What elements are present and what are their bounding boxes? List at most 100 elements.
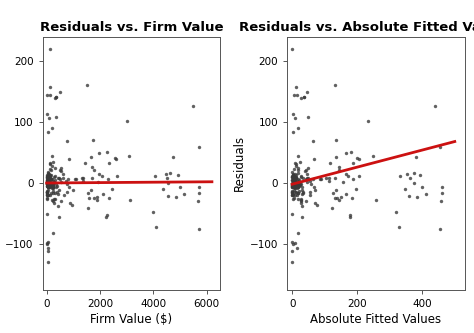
Point bbox=[111, 155, 118, 160]
Point bbox=[46, 174, 54, 180]
Point bbox=[63, 181, 71, 187]
Point bbox=[44, 241, 51, 246]
Point bbox=[294, 176, 301, 181]
Point bbox=[311, 187, 319, 193]
Point bbox=[62, 178, 70, 184]
Point bbox=[51, 174, 58, 180]
Point bbox=[46, 84, 54, 90]
Point bbox=[43, 192, 51, 198]
Point bbox=[45, 245, 52, 251]
Point bbox=[294, 184, 302, 190]
Point bbox=[303, 89, 311, 94]
Point bbox=[44, 179, 51, 184]
Point bbox=[337, 194, 345, 200]
Point bbox=[294, 183, 302, 188]
Point bbox=[288, 185, 296, 190]
Point bbox=[353, 186, 360, 191]
Point bbox=[44, 182, 51, 188]
Point bbox=[291, 160, 299, 165]
Point bbox=[373, 197, 380, 202]
Point bbox=[49, 183, 56, 189]
Point bbox=[291, 171, 299, 176]
Point bbox=[302, 176, 310, 181]
Point bbox=[291, 190, 299, 195]
Point bbox=[294, 180, 301, 185]
Point bbox=[289, 183, 296, 188]
Point bbox=[289, 173, 297, 178]
Point bbox=[294, 167, 301, 173]
Point bbox=[43, 178, 51, 184]
Point bbox=[100, 191, 107, 197]
Point bbox=[295, 154, 302, 159]
Point bbox=[55, 187, 63, 192]
Point bbox=[44, 181, 51, 186]
Point bbox=[46, 160, 54, 165]
Point bbox=[45, 183, 52, 188]
Point bbox=[96, 151, 103, 156]
Point bbox=[291, 179, 298, 185]
Point bbox=[48, 176, 55, 181]
Point bbox=[291, 241, 299, 246]
Point bbox=[288, 174, 296, 179]
X-axis label: Firm Value ($): Firm Value ($) bbox=[90, 313, 173, 326]
Point bbox=[46, 192, 54, 197]
Point bbox=[291, 166, 298, 171]
Point bbox=[292, 182, 300, 187]
Point bbox=[292, 183, 299, 188]
Point bbox=[44, 187, 52, 193]
Point bbox=[43, 191, 51, 196]
Title: Residuals vs. Firm Value: Residuals vs. Firm Value bbox=[39, 21, 223, 34]
Point bbox=[290, 177, 298, 182]
Point bbox=[304, 175, 312, 180]
Point bbox=[45, 183, 53, 188]
Point bbox=[309, 139, 317, 144]
Point bbox=[98, 173, 106, 178]
Point bbox=[349, 177, 356, 182]
Point bbox=[293, 92, 301, 98]
Point bbox=[294, 196, 301, 201]
Point bbox=[296, 159, 303, 165]
Point bbox=[159, 186, 166, 191]
Point bbox=[46, 179, 54, 184]
Point bbox=[43, 189, 51, 194]
Point bbox=[292, 162, 300, 167]
Point bbox=[166, 170, 173, 176]
Point bbox=[52, 185, 60, 190]
Point bbox=[45, 182, 53, 187]
Point bbox=[43, 181, 50, 187]
Point bbox=[288, 175, 296, 180]
Point bbox=[412, 154, 420, 159]
Point bbox=[288, 183, 296, 188]
Point bbox=[45, 185, 52, 190]
Point bbox=[290, 173, 297, 178]
Point bbox=[45, 178, 53, 184]
Point bbox=[43, 177, 51, 182]
Point bbox=[299, 189, 306, 194]
Point bbox=[65, 156, 73, 162]
Point bbox=[103, 212, 110, 218]
Point bbox=[112, 157, 120, 162]
Point bbox=[63, 189, 70, 194]
Point bbox=[343, 171, 350, 177]
Point bbox=[289, 189, 296, 194]
Point bbox=[49, 188, 56, 193]
Point bbox=[195, 226, 203, 232]
Point bbox=[292, 190, 300, 195]
Point bbox=[406, 193, 413, 198]
Point bbox=[288, 181, 296, 187]
Point bbox=[437, 198, 445, 204]
Point bbox=[163, 176, 171, 181]
Point bbox=[291, 178, 298, 184]
Point bbox=[291, 176, 298, 182]
Point bbox=[294, 184, 301, 190]
Point bbox=[45, 183, 52, 189]
Point bbox=[297, 196, 305, 201]
Point bbox=[60, 192, 68, 198]
Point bbox=[333, 155, 340, 160]
Point bbox=[109, 186, 116, 191]
Point bbox=[290, 182, 297, 187]
Point bbox=[304, 114, 311, 120]
Point bbox=[335, 168, 343, 173]
Point bbox=[46, 166, 54, 171]
Point bbox=[335, 197, 343, 203]
